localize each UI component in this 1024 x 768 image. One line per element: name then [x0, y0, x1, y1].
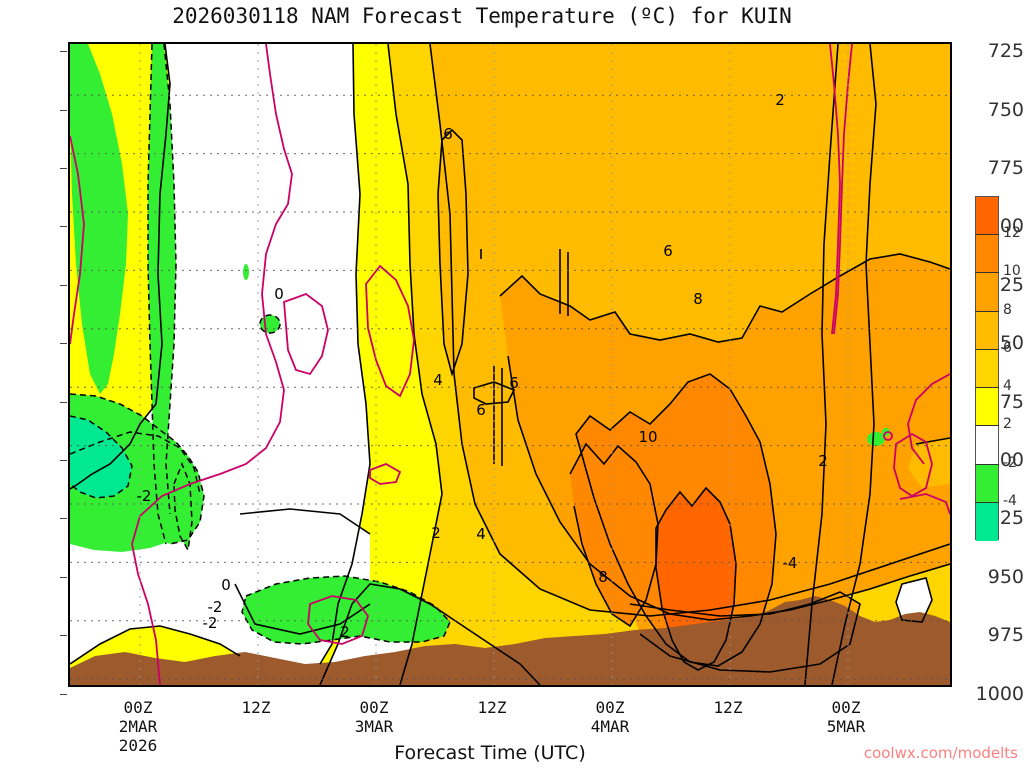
colorbar-tick-mark [975, 348, 999, 350]
colorbar-band [976, 235, 998, 274]
contour-label: 0 [221, 576, 231, 594]
colorbar-tick-mark [975, 425, 999, 427]
contour-label: 10 [638, 428, 658, 446]
x-tick-time: 00Z [123, 698, 153, 717]
y-tick-mark [60, 576, 67, 578]
y-tick-mark [60, 401, 67, 403]
contour-label: 4 [433, 371, 443, 389]
contour-label: -2 [202, 614, 218, 632]
y-tick-mark [60, 226, 67, 228]
colorbar-tick-label: -2 [1003, 454, 1017, 471]
colorbar-band [976, 197, 998, 236]
colorbar-band [976, 273, 998, 312]
contour-label: -2 [207, 598, 223, 616]
temperature-cross-section [70, 44, 950, 685]
contour-label: 6 [509, 374, 519, 392]
x-tick-group: 12Z [714, 698, 743, 717]
colorbar-band [976, 388, 998, 427]
y-tick-label: 725 [987, 40, 1024, 63]
y-tick-mark [60, 109, 67, 111]
plot-area[interactable]: 6 2 6 8 0 4 6 6 10 2 -2 2 4 -4 8 0 -2 -2 2 [68, 42, 952, 687]
colorbar-band [976, 349, 998, 389]
y-tick-mark [60, 343, 67, 345]
colorbar-band [976, 502, 998, 541]
colorbar-tick-label: -4 [1003, 492, 1017, 509]
y-tick-label: 975 [987, 624, 1024, 647]
colorbar-tick-mark [975, 310, 999, 312]
colorbar-tick-label: 10 [1003, 263, 1021, 280]
colorbar-band [976, 311, 998, 350]
y-tick-label: 1000 [975, 682, 1024, 705]
watermark: coolwx.com/modelts [863, 744, 1018, 762]
x-tick-time: 00Z [595, 698, 625, 717]
colorbar-tick-mark [975, 234, 999, 236]
colorbar-band [976, 464, 998, 503]
x-tick-group: 00Z 4MAR [591, 698, 630, 736]
y-tick-mark [60, 635, 67, 637]
x-tick-time: 00Z [831, 698, 861, 717]
x-tick-group: 00Z 3MAR [355, 698, 394, 736]
contour-label: 4 [476, 525, 486, 543]
contour-label: 6 [663, 242, 673, 260]
y-tick-mark [60, 168, 67, 169]
y-tick-mark [60, 51, 67, 53]
colorbar-tick-mark [975, 387, 999, 389]
contour-label: 6 [476, 401, 486, 419]
x-tick-year: 2026 [118, 736, 158, 755]
x-tick-group: 12Z [242, 698, 271, 717]
x-tick-date: 4MAR [590, 717, 630, 736]
contour-label: 2 [775, 91, 785, 109]
colorbar[interactable] [975, 196, 999, 541]
x-tick-group: 00Z 5MAR [827, 698, 866, 736]
colorbar-tick-label: 4 [1003, 378, 1012, 395]
y-tick-label: 750 [987, 98, 1024, 121]
y-tick-mark [60, 460, 67, 461]
contour-label: 8 [598, 568, 608, 586]
colorbar-tick-label: 2 [1003, 416, 1012, 433]
colorbar-tick-label: 12 [1003, 225, 1021, 242]
contour-label: 8 [693, 290, 703, 308]
x-axis-title: Forecast Time (UTC) [394, 742, 586, 764]
y-tick-mark [60, 518, 67, 520]
contour-label: 6 [443, 125, 453, 143]
x-tick-date: 2MAR [118, 717, 158, 736]
colorbar-band [976, 426, 998, 465]
colorbar-tick-mark [975, 501, 999, 503]
x-tick-time: 12Z [477, 698, 507, 717]
colorbar-tick-label: 6 [1003, 339, 1012, 356]
page-title: 2026030118 NAM Forecast Temperature (ºC)… [172, 4, 792, 28]
contour-label: 2 [431, 524, 441, 542]
x-tick-time: 12Z [241, 698, 271, 717]
colorbar-tick-mark [975, 463, 999, 465]
x-tick-group: 00Z 2MAR 2026 [119, 698, 158, 755]
y-tick-mark [60, 284, 67, 286]
contour-label: 2 [340, 623, 350, 641]
x-tick-date: 5MAR [826, 717, 866, 736]
contour-label: 0 [274, 285, 284, 303]
x-tick-time: 00Z [359, 698, 389, 717]
y-tick-mark [60, 693, 67, 695]
contour-label: -2 [136, 487, 152, 505]
contour-label: -4 [782, 554, 798, 572]
colorbar-tick-mark [975, 272, 999, 274]
y-tick-label: 775 [987, 157, 1024, 179]
contour-label: 2 [818, 452, 828, 470]
x-tick-group: 12Z [478, 698, 507, 717]
x-tick-date: 3MAR [354, 717, 394, 736]
x-tick-time: 12Z [713, 698, 743, 717]
y-tick-label: 950 [987, 565, 1024, 588]
colorbar-tick-label: 8 [1003, 301, 1012, 318]
